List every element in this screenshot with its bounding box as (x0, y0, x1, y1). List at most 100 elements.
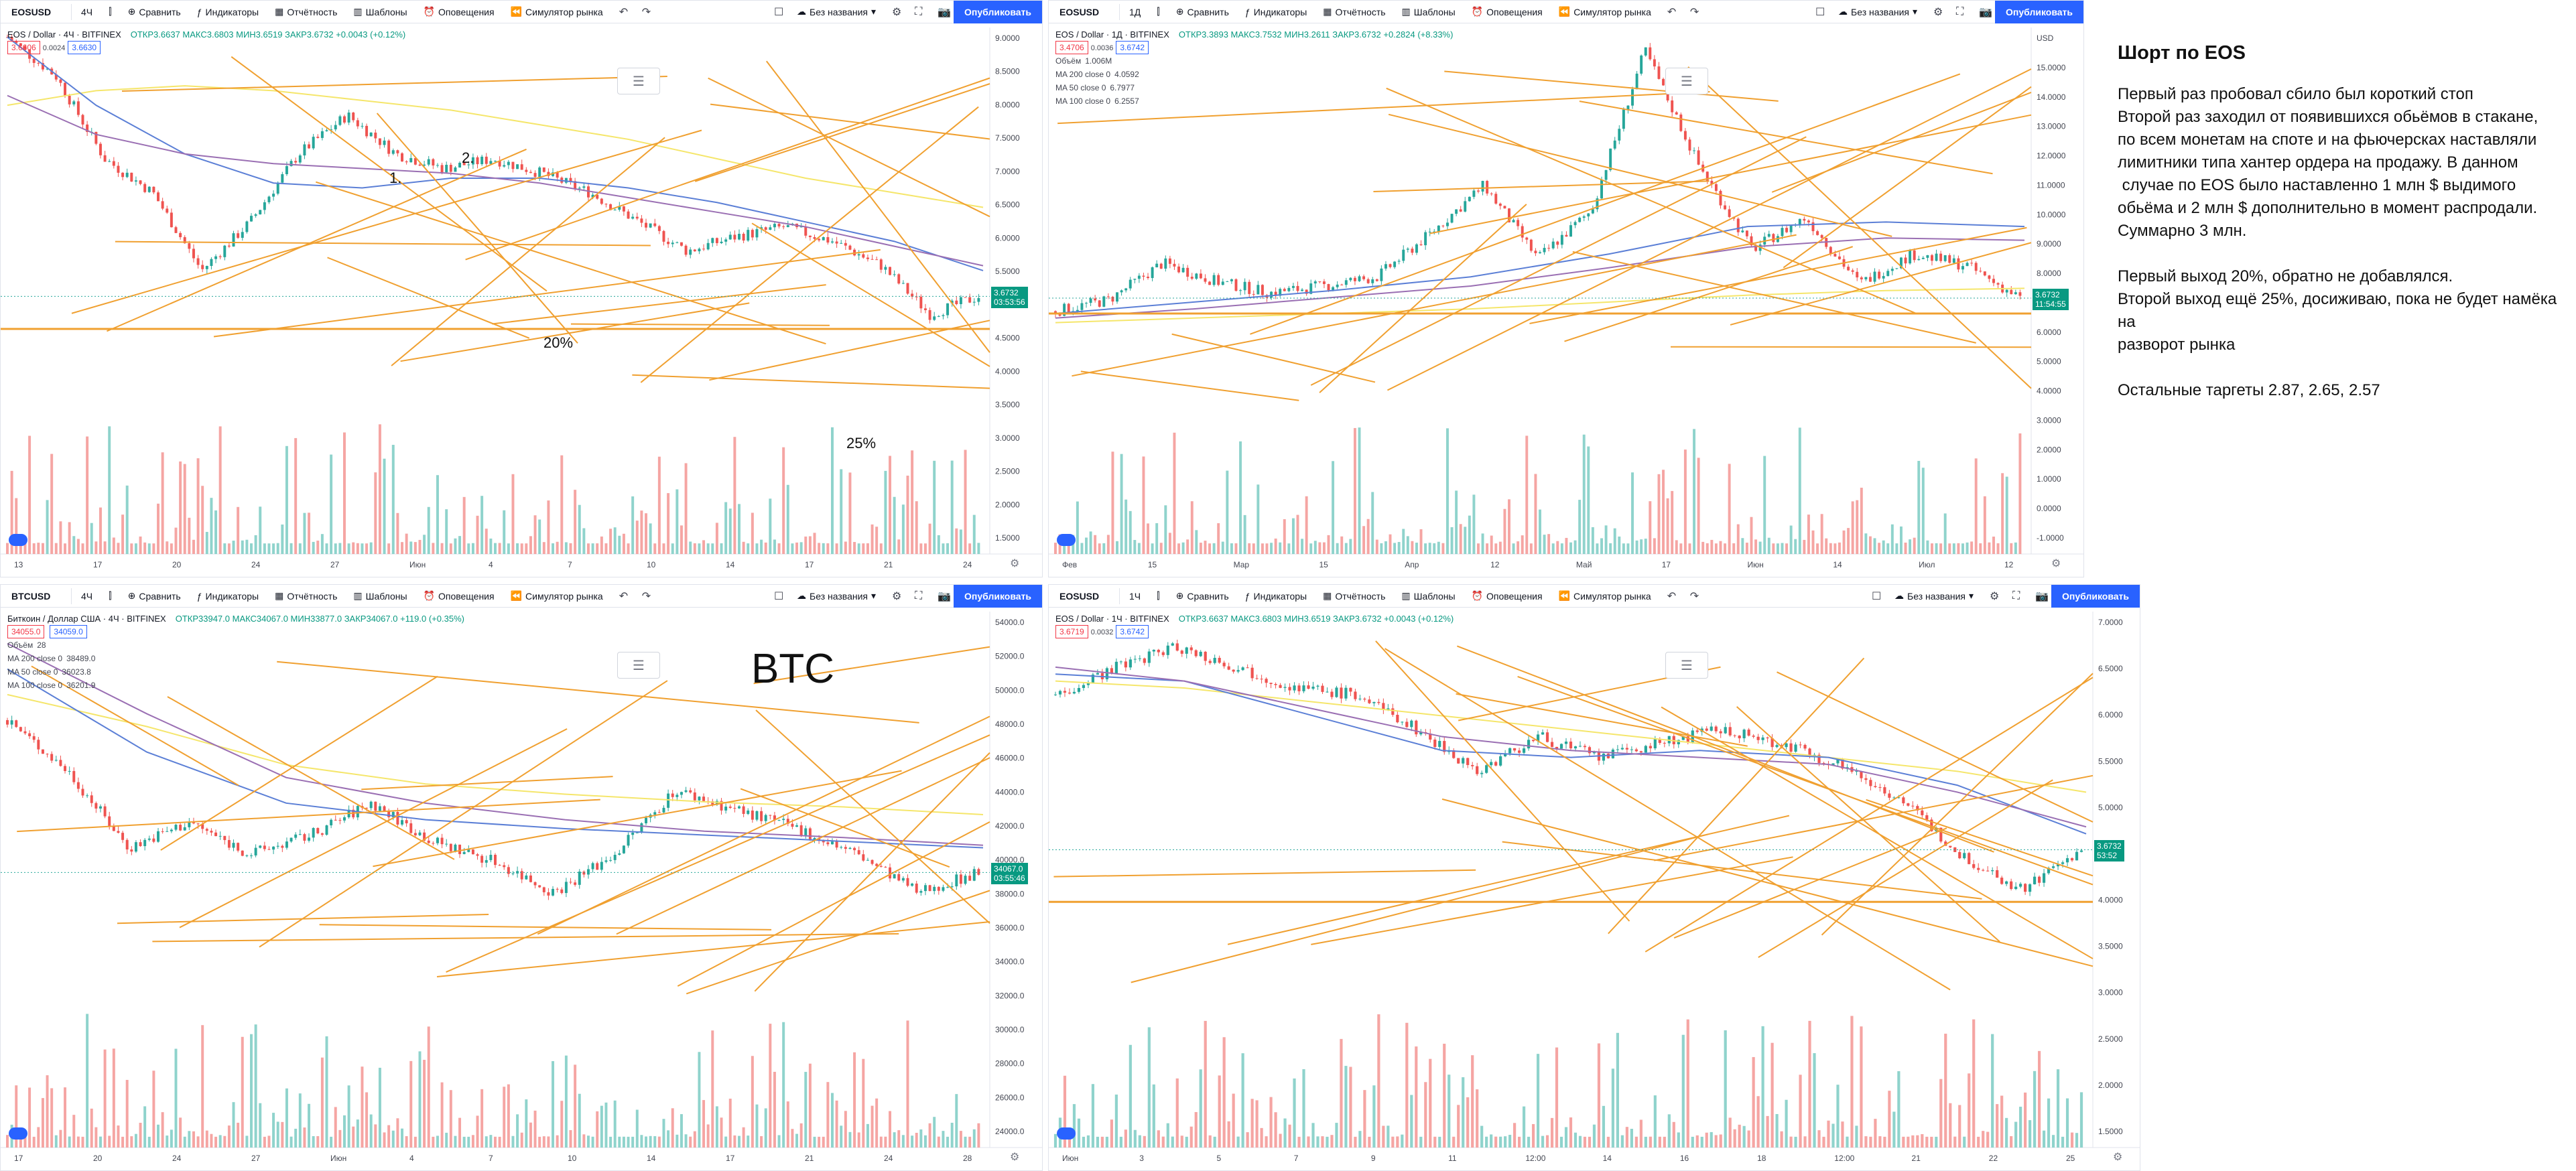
publish-button[interactable]: Опубликовать (954, 1, 1042, 23)
layout-menu[interactable]: ☁ Без названия ▾ (790, 588, 883, 604)
interval-selector[interactable]: 4Ч (81, 590, 93, 602)
object-tree-button[interactable]: ☰ (1665, 652, 1708, 679)
undo-icon[interactable]: ↶ (619, 6, 629, 18)
symbol-search[interactable]: BTCUSD (5, 588, 72, 604)
sell-price[interactable]: 3.4706 (1055, 41, 1088, 54)
axis-settings-icon[interactable]: ⚙ (2113, 1152, 2123, 1163)
camera-icon[interactable]: 📷 (938, 590, 951, 602)
indicators-button[interactable]: ƒ Индикаторы (190, 588, 265, 604)
interval-selector[interactable]: 1Д (1129, 6, 1141, 17)
sell-price[interactable]: 3.6606 (7, 41, 40, 54)
redo-icon[interactable]: ↷ (1689, 6, 1699, 18)
object-tree-button[interactable]: ☰ (617, 652, 660, 679)
templates-button[interactable]: ▥ Шаблоны (1395, 588, 1462, 604)
redo-icon[interactable]: ↷ (641, 590, 651, 602)
camera-icon[interactable]: 📷 (2035, 590, 2049, 602)
symbol-search[interactable]: EOSUSD (1053, 3, 1120, 20)
indicator-row[interactable]: Объём 1.006M (1055, 54, 1453, 68)
symbol-search[interactable]: EOSUSD (5, 3, 72, 20)
gear-icon[interactable]: ⚙ (1933, 6, 1943, 18)
compare-button[interactable]: ⊕ Сравнить (1169, 588, 1236, 604)
buy-price[interactable]: 3.6630 (68, 41, 101, 54)
candle-type-icon[interactable]: ⫿ (109, 6, 112, 17)
gear-icon[interactable]: ⚙ (892, 590, 902, 602)
tradingview-logo-icon[interactable] (1057, 1127, 1076, 1140)
reports-button[interactable]: ▦ Отчётность (268, 588, 344, 604)
camera-icon[interactable]: 📷 (938, 6, 951, 18)
chart-panel[interactable]: BTCUSD 4Ч ⫿ ⊕ Сравнить ƒ Индикаторы ▦ Отчётность… (0, 584, 1043, 1171)
interval-selector[interactable]: 4Ч (81, 6, 93, 17)
indicators-button[interactable]: ƒ Индикаторы (190, 4, 265, 20)
simulator-button[interactable]: ⏪ Симулятор рынка (1552, 3, 1658, 20)
buy-price[interactable]: 3.6742 (1116, 41, 1149, 54)
object-tree-button[interactable]: ☰ (1665, 68, 1708, 94)
expand-icon[interactable]: ⛶ (1956, 5, 1964, 17)
reports-button[interactable]: ▦ Отчётность (1316, 3, 1392, 20)
sell-price[interactable]: 3.6719 (1055, 625, 1088, 638)
candle-type-icon[interactable]: ⫿ (1157, 590, 1160, 601)
redo-icon[interactable]: ↷ (1689, 590, 1699, 602)
indicator-row[interactable]: MA 200 close 0 4.0592 (1055, 68, 1453, 81)
compare-button[interactable]: ⊕ Сравнить (121, 588, 188, 604)
chart-panel[interactable]: EOSUSD 1Д ⫿ ⊕ Сравнить ƒ Индикаторы ▦ Отчётность… (1048, 0, 2084, 577)
fullscreen-square-icon[interactable]: ☐ (1872, 590, 1882, 602)
expand-icon[interactable]: ⛶ (915, 590, 923, 602)
symbol-search[interactable]: EOSUSD (1053, 588, 1120, 604)
undo-icon[interactable]: ↶ (1667, 6, 1677, 18)
alerts-button[interactable]: ⏰ Оповещения (417, 3, 501, 20)
tradingview-logo-icon[interactable] (1057, 534, 1076, 546)
indicator-row[interactable]: MA 50 close 0 6.7977 (1055, 81, 1453, 94)
chart-panel[interactable]: EOSUSD 4Ч ⫿ ⊕ Сравнить ƒ Индикаторы ▦ Отчётность… (0, 0, 1043, 577)
layout-menu[interactable]: ☁ Без названия ▾ (1831, 3, 1924, 20)
fullscreen-square-icon[interactable]: ☐ (1815, 6, 1825, 18)
camera-icon[interactable]: 📷 (1979, 6, 1992, 18)
simulator-button[interactable]: ⏪ Симулятор рынка (504, 588, 610, 604)
chart-panel[interactable]: EOSUSD 1Ч ⫿ ⊕ Сравнить ƒ Индикаторы ▦ Отчётность… (1048, 584, 2140, 1171)
reports-button[interactable]: ▦ Отчётность (1316, 588, 1392, 604)
gear-icon[interactable]: ⚙ (1990, 590, 2000, 602)
object-tree-button[interactable]: ☰ (617, 68, 660, 94)
publish-button[interactable]: Опубликовать (954, 585, 1042, 608)
layout-menu[interactable]: ☁ Без названия ▾ (790, 3, 883, 20)
redo-icon[interactable]: ↷ (641, 6, 651, 18)
undo-icon[interactable]: ↶ (1667, 590, 1677, 602)
compare-button[interactable]: ⊕ Сравнить (1169, 3, 1236, 20)
indicator-row[interactable]: MA 50 close 0 36023.8 (7, 665, 464, 679)
sell-price[interactable]: 34055.0 (7, 625, 45, 638)
buy-price[interactable]: 34059.0 (50, 625, 87, 638)
gear-icon[interactable]: ⚙ (892, 6, 902, 18)
indicators-button[interactable]: ƒ Индикаторы (1238, 588, 1313, 604)
tradingview-logo-icon[interactable] (9, 1127, 27, 1140)
axis-settings-icon[interactable]: ⚙ (2051, 558, 2061, 569)
templates-button[interactable]: ▥ Шаблоны (346, 3, 413, 20)
layout-menu[interactable]: ☁ Без названия ▾ (1888, 588, 1980, 604)
undo-icon[interactable]: ↶ (619, 590, 629, 602)
indicators-button[interactable]: ƒ Индикаторы (1238, 4, 1313, 20)
templates-button[interactable]: ▥ Шаблоны (1395, 3, 1462, 20)
candle-type-icon[interactable]: ⫿ (1157, 6, 1160, 17)
expand-icon[interactable]: ⛶ (2012, 590, 2020, 602)
axis-settings-icon[interactable]: ⚙ (1010, 558, 1020, 569)
buy-price[interactable]: 3.6742 (1116, 625, 1149, 638)
indicator-row[interactable]: MA 100 close 0 36201.9 (7, 679, 464, 692)
axis-settings-icon[interactable]: ⚙ (1010, 1152, 1020, 1163)
interval-selector[interactable]: 1Ч (1129, 590, 1141, 602)
simulator-button[interactable]: ⏪ Симулятор рынка (1552, 588, 1658, 604)
alerts-button[interactable]: ⏰ Оповещения (1465, 3, 1549, 20)
indicator-row[interactable]: MA 100 close 0 6.2557 (1055, 94, 1453, 108)
alerts-button[interactable]: ⏰ Оповещения (1465, 588, 1549, 604)
simulator-button[interactable]: ⏪ Симулятор рынка (504, 3, 610, 20)
publish-button[interactable]: Опубликовать (1995, 1, 2083, 23)
indicator-row[interactable]: Объём 28 (7, 638, 464, 652)
expand-icon[interactable]: ⛶ (915, 5, 923, 17)
tradingview-logo-icon[interactable] (9, 534, 27, 546)
fullscreen-square-icon[interactable]: ☐ (774, 6, 784, 18)
templates-button[interactable]: ▥ Шаблоны (346, 588, 413, 604)
candle-type-icon[interactable]: ⫿ (109, 590, 112, 601)
indicator-row[interactable]: MA 200 close 0 38489.0 (7, 652, 464, 665)
reports-button[interactable]: ▦ Отчётность (268, 3, 344, 20)
publish-button[interactable]: Опубликовать (2051, 585, 2140, 608)
fullscreen-square-icon[interactable]: ☐ (774, 590, 784, 602)
compare-button[interactable]: ⊕ Сравнить (121, 3, 188, 20)
alerts-button[interactable]: ⏰ Оповещения (417, 588, 501, 604)
